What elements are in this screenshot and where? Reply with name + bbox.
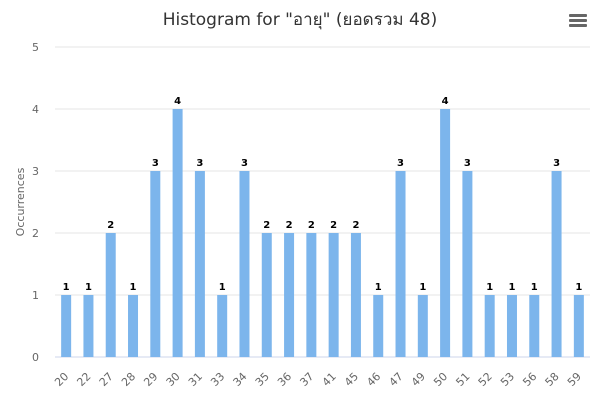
- bars: [61, 109, 584, 357]
- x-tick-label-52: 52: [476, 370, 495, 389]
- x-tick-label-29: 29: [141, 370, 160, 389]
- x-tick-label-46: 46: [364, 370, 383, 389]
- x-tick-label-45: 45: [342, 370, 361, 389]
- data-label-33: 1: [219, 282, 226, 293]
- data-label-41: 2: [330, 220, 337, 231]
- data-label-58: 3: [553, 158, 560, 169]
- data-label-29: 3: [152, 158, 159, 169]
- data-label-59: 1: [575, 282, 582, 293]
- bar-56[interactable]: [529, 295, 540, 357]
- data-label-34: 3: [241, 158, 248, 169]
- bar-53[interactable]: [506, 295, 517, 357]
- x-tick-label-27: 27: [97, 370, 116, 389]
- x-tick-label-59: 59: [565, 370, 584, 389]
- bar-46[interactable]: [373, 295, 384, 357]
- x-tick-label-37: 37: [297, 370, 316, 389]
- x-tick-label-47: 47: [387, 370, 406, 389]
- data-label-36: 2: [286, 220, 293, 231]
- bar-50[interactable]: [440, 109, 451, 357]
- data-label-52: 1: [486, 282, 493, 293]
- x-tick-label-28: 28: [119, 370, 138, 389]
- bar-37[interactable]: [306, 233, 317, 357]
- chart-title: Histogram for "อายุ" (ยอดรวม 48): [162, 10, 438, 30]
- x-tick-label-53: 53: [498, 370, 517, 389]
- x-tick-label-49: 49: [409, 370, 428, 389]
- hamburger-menu-icon[interactable]: [569, 14, 587, 28]
- data-label-49: 1: [419, 282, 426, 293]
- bar-41[interactable]: [328, 233, 339, 357]
- y-tick-label: 2: [32, 227, 39, 240]
- bar-31[interactable]: [194, 171, 205, 357]
- x-tick-labels: 20 22 27 28 29 30 31 33 34 35 36 37 41 45 46 47 49 50 51 52…: [52, 370, 584, 389]
- y-tick-label: 0: [32, 351, 39, 364]
- bar-47[interactable]: [395, 171, 406, 357]
- x-tick-label-56: 56: [520, 370, 539, 389]
- data-labels: 1 1 2 1 3 4 3 1 3 2 2 2 2 2 1 3 1 4 3 1 1 1 3 1: [63, 96, 583, 293]
- data-label-51: 3: [464, 158, 471, 169]
- bar-51[interactable]: [462, 171, 473, 357]
- x-tick-label-22: 22: [74, 370, 93, 389]
- bar-28[interactable]: [128, 295, 139, 357]
- bar-45[interactable]: [350, 233, 361, 357]
- data-label-27: 2: [107, 220, 114, 231]
- y-tick-labels: 0 1 2 3 4 5: [32, 41, 39, 364]
- data-label-53: 1: [508, 282, 515, 293]
- data-label-45: 2: [352, 220, 359, 231]
- x-tick-label-36: 36: [275, 370, 294, 389]
- data-label-50: 4: [442, 96, 449, 107]
- data-label-31: 3: [196, 158, 203, 169]
- y-tick-label: 5: [32, 41, 39, 54]
- x-tick-label-35: 35: [253, 370, 272, 389]
- bar-20[interactable]: [61, 295, 72, 357]
- bar-29[interactable]: [150, 171, 161, 357]
- bar-34[interactable]: [239, 171, 250, 357]
- bar-27[interactable]: [105, 233, 116, 357]
- x-tick-label-34: 34: [231, 370, 250, 389]
- bar-36[interactable]: [284, 233, 295, 357]
- x-tick-label-58: 58: [543, 370, 562, 389]
- y-tick-label: 3: [32, 165, 39, 178]
- x-tick-label-50: 50: [431, 370, 450, 389]
- y-axis-title: Occurrences: [14, 167, 27, 236]
- y-tick-label: 4: [32, 103, 39, 116]
- data-label-20: 1: [63, 282, 70, 293]
- bar-35[interactable]: [261, 233, 272, 357]
- data-label-46: 1: [375, 282, 382, 293]
- data-label-28: 1: [130, 282, 137, 293]
- bar-49[interactable]: [417, 295, 428, 357]
- data-label-56: 1: [531, 282, 538, 293]
- x-tick-label-30: 30: [164, 370, 183, 389]
- bar-52[interactable]: [484, 295, 495, 357]
- bar-22[interactable]: [83, 295, 94, 357]
- bar-58[interactable]: [551, 171, 562, 357]
- data-label-22: 1: [85, 282, 92, 293]
- bar-59[interactable]: [573, 295, 584, 357]
- data-label-37: 2: [308, 220, 315, 231]
- x-tick-label-51: 51: [453, 370, 472, 389]
- bar-33[interactable]: [217, 295, 228, 357]
- data-label-30: 4: [174, 96, 181, 107]
- x-tick-label-33: 33: [208, 370, 227, 389]
- x-tick-label-20: 20: [52, 370, 71, 389]
- y-tick-label: 1: [32, 289, 39, 302]
- x-tick-label-41: 41: [320, 370, 339, 389]
- data-label-35: 2: [263, 220, 270, 231]
- data-label-47: 3: [397, 158, 404, 169]
- bar-30[interactable]: [172, 109, 183, 357]
- x-tick-label-31: 31: [186, 370, 205, 389]
- grid-lines: [55, 46, 590, 358]
